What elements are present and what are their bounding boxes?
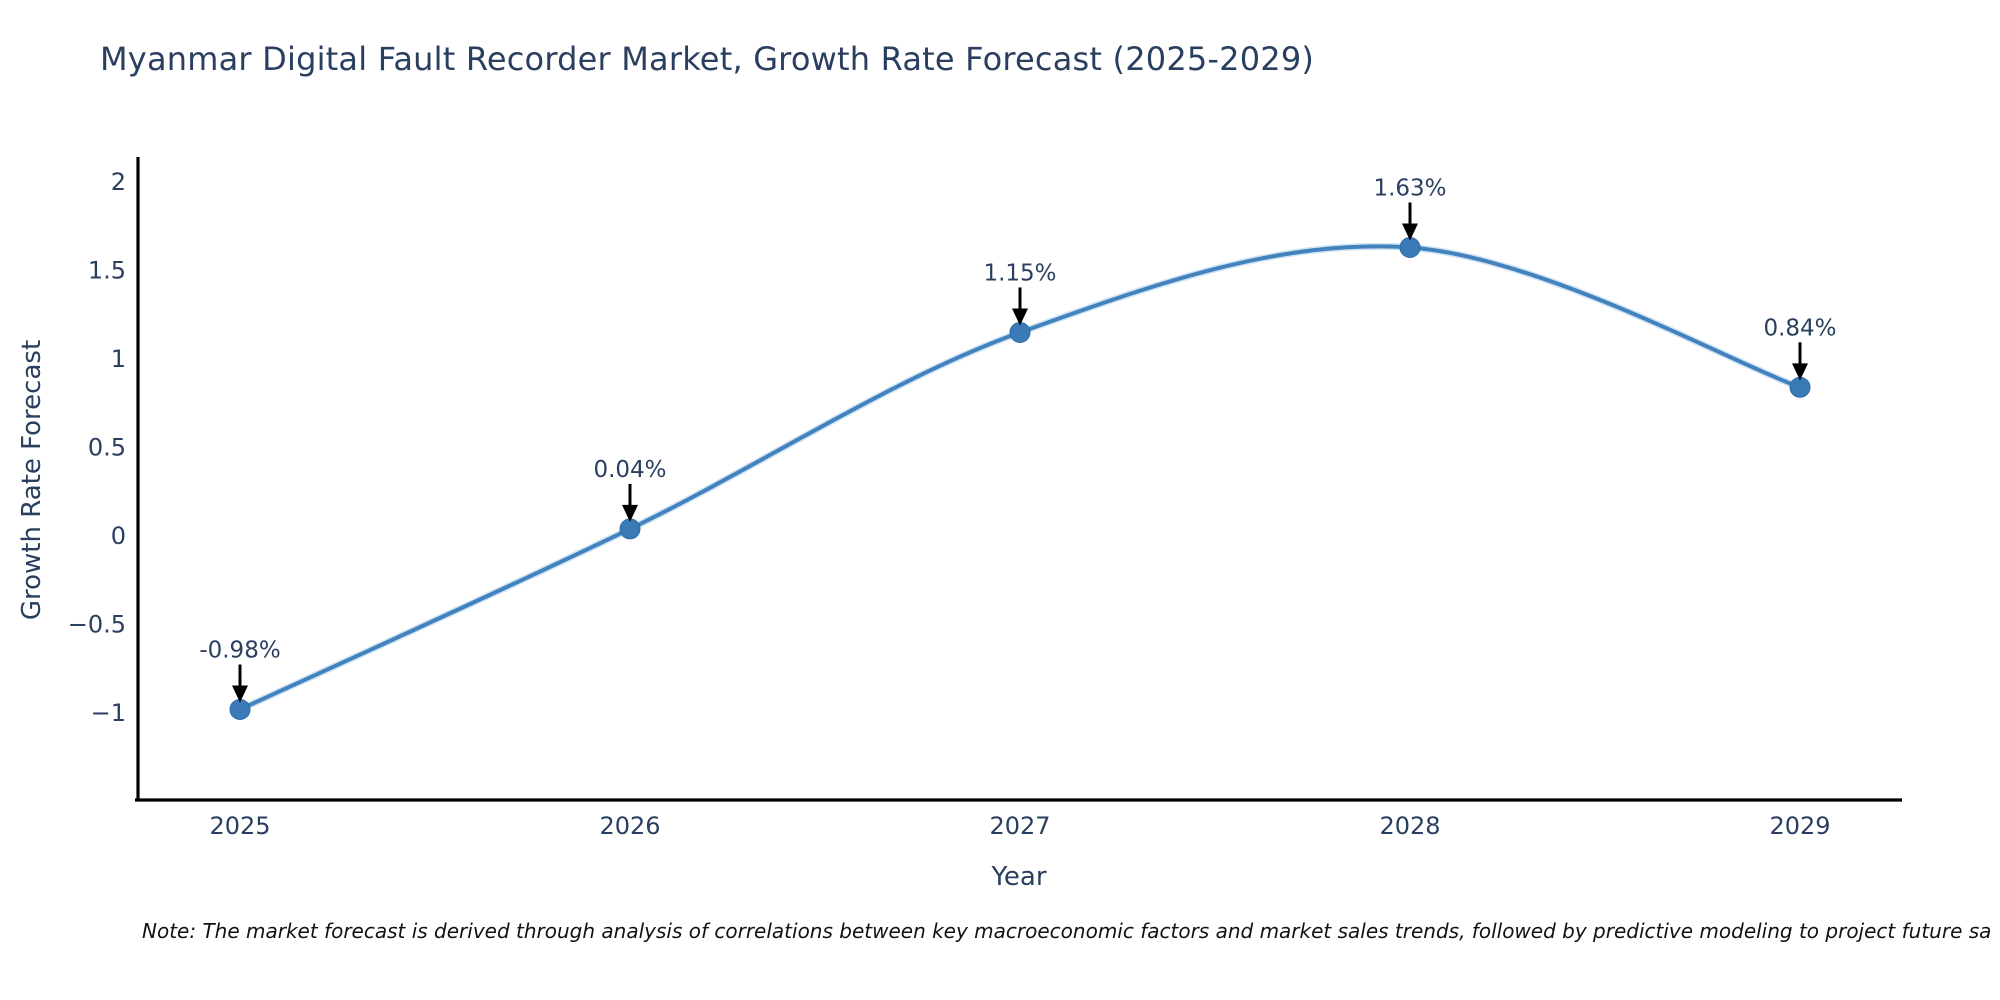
y-tick-label: 0.5 bbox=[88, 434, 126, 462]
y-axis-title: Growth Rate Forecast bbox=[17, 339, 47, 621]
y-tick-label: −0.5 bbox=[68, 611, 126, 639]
footnote: Note: The market forecast is derived thr… bbox=[142, 919, 1992, 943]
annotation-arrow-head bbox=[1402, 223, 1418, 241]
x-tick-label: 2025 bbox=[209, 812, 270, 840]
x-tick-label: 2026 bbox=[599, 812, 660, 840]
point-label-2026: 0.04% bbox=[593, 457, 666, 483]
point-label-2028: 1.63% bbox=[1373, 175, 1446, 201]
chart-title: Myanmar Digital Fault Recorder Market, G… bbox=[100, 40, 1315, 78]
x-tick-label: 2027 bbox=[989, 812, 1050, 840]
y-tick-label: −1 bbox=[91, 699, 126, 727]
y-tick-label: 0 bbox=[111, 522, 126, 550]
point-label-2025: -0.98% bbox=[199, 637, 280, 663]
y-tick-label: 1.5 bbox=[88, 257, 126, 285]
annotation-arrow-head bbox=[232, 685, 248, 703]
point-label-2029: 0.84% bbox=[1763, 315, 1836, 341]
y-tick-label: 2 bbox=[111, 168, 126, 196]
y-tick-label: 1 bbox=[111, 345, 126, 373]
x-axis-title: Year bbox=[991, 862, 1047, 892]
x-tick-label: 2029 bbox=[1769, 812, 1830, 840]
x-tick-label: 2028 bbox=[1379, 812, 1440, 840]
annotation-arrow-head bbox=[1012, 308, 1028, 326]
annotation-arrow-head bbox=[1792, 363, 1808, 381]
annotation-arrow-head bbox=[622, 504, 638, 522]
point-label-2027: 1.15% bbox=[983, 260, 1056, 286]
